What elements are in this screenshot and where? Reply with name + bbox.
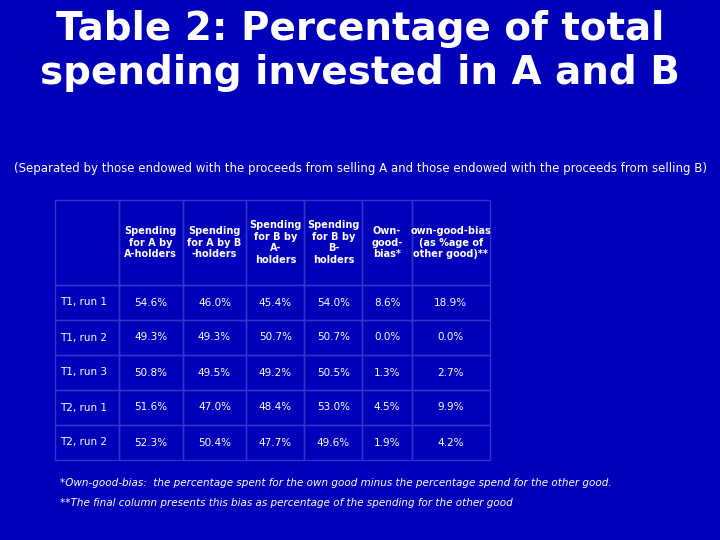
Text: 52.3%: 52.3%: [134, 437, 167, 448]
Bar: [305, 425, 362, 460]
Bar: [183, 320, 246, 355]
Text: Spending
for A by B
-holders: Spending for A by B -holders: [187, 226, 242, 259]
Text: 0.0%: 0.0%: [438, 333, 464, 342]
Bar: [183, 390, 246, 425]
Text: 49.3%: 49.3%: [134, 333, 167, 342]
Text: 49.5%: 49.5%: [198, 368, 231, 377]
Bar: [412, 285, 490, 320]
Bar: [362, 320, 412, 355]
Text: 9.9%: 9.9%: [438, 402, 464, 413]
Text: 46.0%: 46.0%: [198, 298, 231, 307]
Bar: [183, 200, 246, 285]
Bar: [412, 390, 490, 425]
Text: T2, run 1: T2, run 1: [60, 402, 107, 413]
Text: 54.0%: 54.0%: [317, 298, 350, 307]
Bar: [55, 355, 119, 390]
Bar: [119, 425, 183, 460]
Bar: [119, 390, 183, 425]
Bar: [412, 200, 490, 285]
Bar: [55, 200, 119, 285]
Text: 54.6%: 54.6%: [134, 298, 167, 307]
Bar: [55, 285, 119, 320]
Text: 48.4%: 48.4%: [258, 402, 292, 413]
Text: 8.6%: 8.6%: [374, 298, 400, 307]
Bar: [305, 390, 362, 425]
Text: Table 2: Percentage of total
spending invested in A and B: Table 2: Percentage of total spending in…: [40, 10, 680, 92]
Text: 50.8%: 50.8%: [134, 368, 167, 377]
Bar: [183, 285, 246, 320]
Text: 47.0%: 47.0%: [198, 402, 231, 413]
Text: T1, run 3: T1, run 3: [60, 368, 107, 377]
Text: (Separated by those endowed with the proceeds from selling A and those endowed w: (Separated by those endowed with the pro…: [14, 162, 706, 175]
Text: **The final column presents this bias as percentage of the spending for the othe: **The final column presents this bias as…: [60, 498, 513, 508]
Text: 50.4%: 50.4%: [198, 437, 231, 448]
Bar: [119, 200, 183, 285]
Text: 49.6%: 49.6%: [317, 437, 350, 448]
Bar: [362, 285, 412, 320]
Text: Spending
for A by
A-holders: Spending for A by A-holders: [125, 226, 177, 259]
Bar: [246, 285, 305, 320]
Bar: [305, 355, 362, 390]
Bar: [183, 355, 246, 390]
Bar: [305, 200, 362, 285]
Bar: [246, 355, 305, 390]
Text: 49.3%: 49.3%: [198, 333, 231, 342]
Text: 45.4%: 45.4%: [258, 298, 292, 307]
Text: T2, run 2: T2, run 2: [60, 437, 107, 448]
Text: own-good-bias
(as %age of
other good)**: own-good-bias (as %age of other good)**: [410, 226, 491, 259]
Text: 18.9%: 18.9%: [434, 298, 467, 307]
Bar: [246, 425, 305, 460]
Bar: [305, 320, 362, 355]
Bar: [412, 320, 490, 355]
Bar: [362, 200, 412, 285]
Text: 4.2%: 4.2%: [438, 437, 464, 448]
Bar: [412, 425, 490, 460]
Bar: [55, 390, 119, 425]
Bar: [246, 390, 305, 425]
Text: 2.7%: 2.7%: [438, 368, 464, 377]
Bar: [246, 320, 305, 355]
Bar: [362, 425, 412, 460]
Text: 1.3%: 1.3%: [374, 368, 400, 377]
Text: 49.2%: 49.2%: [258, 368, 292, 377]
Text: 51.6%: 51.6%: [134, 402, 167, 413]
Bar: [55, 320, 119, 355]
Bar: [119, 285, 183, 320]
Bar: [362, 355, 412, 390]
Bar: [362, 390, 412, 425]
Bar: [305, 285, 362, 320]
Text: 1.9%: 1.9%: [374, 437, 400, 448]
Bar: [412, 355, 490, 390]
Text: 53.0%: 53.0%: [317, 402, 350, 413]
Bar: [246, 200, 305, 285]
Bar: [183, 425, 246, 460]
Bar: [119, 355, 183, 390]
Bar: [119, 320, 183, 355]
Bar: [55, 425, 119, 460]
Text: T1, run 1: T1, run 1: [60, 298, 107, 307]
Text: 50.5%: 50.5%: [317, 368, 350, 377]
Text: 50.7%: 50.7%: [259, 333, 292, 342]
Text: 50.7%: 50.7%: [317, 333, 350, 342]
Text: 4.5%: 4.5%: [374, 402, 400, 413]
Text: Spending
for B by
B-
holders: Spending for B by B- holders: [307, 220, 359, 265]
Text: T1, run 2: T1, run 2: [60, 333, 107, 342]
Text: 47.7%: 47.7%: [258, 437, 292, 448]
Text: Own-
good-
bias*: Own- good- bias*: [372, 226, 402, 259]
Text: Spending
for B by
A-
holders: Spending for B by A- holders: [249, 220, 302, 265]
Text: 0.0%: 0.0%: [374, 333, 400, 342]
Text: *Own-good-bias:  the percentage spent for the own good minus the percentage spen: *Own-good-bias: the percentage spent for…: [60, 478, 611, 488]
